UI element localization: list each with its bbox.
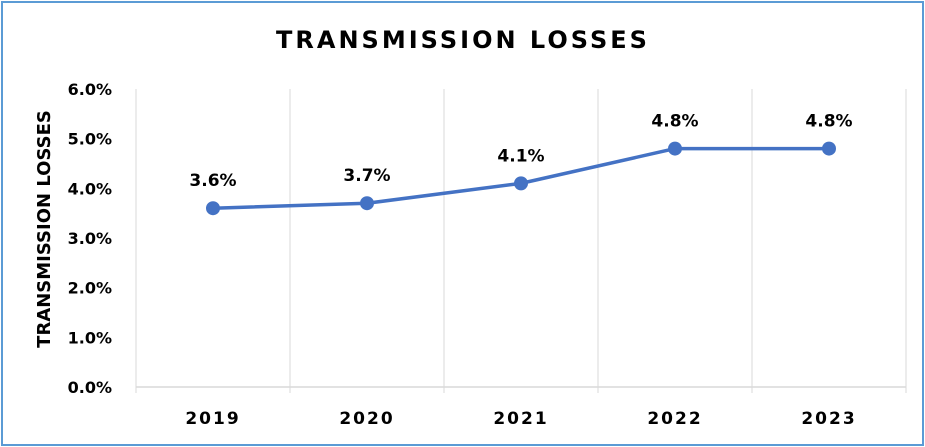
y-axis-title: TRANSMISSION LOSSES	[34, 110, 55, 348]
y-tick-label: 3.0%	[68, 229, 112, 248]
x-tick-label: 2022	[647, 409, 702, 429]
axes	[135, 386, 907, 393]
chart-title: TRANSMISSION LOSSES	[276, 26, 650, 54]
y-tick-label: 2.0%	[68, 279, 112, 298]
y-tick-label: 1.0%	[68, 328, 112, 347]
y-tick-label: 4.0%	[68, 179, 112, 198]
data-point	[206, 201, 220, 216]
data-points	[206, 141, 836, 216]
data-label: 4.8%	[651, 112, 698, 132]
y-tick-label: 5.0%	[68, 130, 112, 149]
y-tick-label: 0.0%	[68, 378, 112, 397]
x-tick-label: 2019	[185, 409, 240, 429]
data-labels: 3.6% 3.7% 4.1% 4.8% 4.8%	[189, 112, 852, 192]
gridlines	[135, 89, 907, 387]
data-label: 3.7%	[343, 166, 390, 186]
data-point	[668, 141, 682, 156]
data-label: 3.6%	[189, 171, 236, 191]
data-point	[514, 176, 528, 191]
x-tick-label: 2021	[493, 409, 548, 429]
x-tick-label: 2020	[339, 409, 394, 429]
transmission-losses-chart: TRANSMISSION LOSSES TRANSMISSION LOSSES …	[34, 26, 907, 429]
data-point	[360, 196, 374, 211]
x-tick-label: 2023	[801, 409, 856, 429]
y-tick-labels: 0.0% 1.0% 2.0% 3.0% 4.0% 5.0% 6.0%	[68, 80, 112, 397]
data-label: 4.1%	[497, 146, 544, 166]
data-label: 4.8%	[805, 112, 852, 132]
y-tick-label: 6.0%	[68, 80, 112, 99]
x-tick-labels: 2019 2020 2021 2022 2023	[185, 409, 856, 429]
data-point	[822, 141, 836, 156]
